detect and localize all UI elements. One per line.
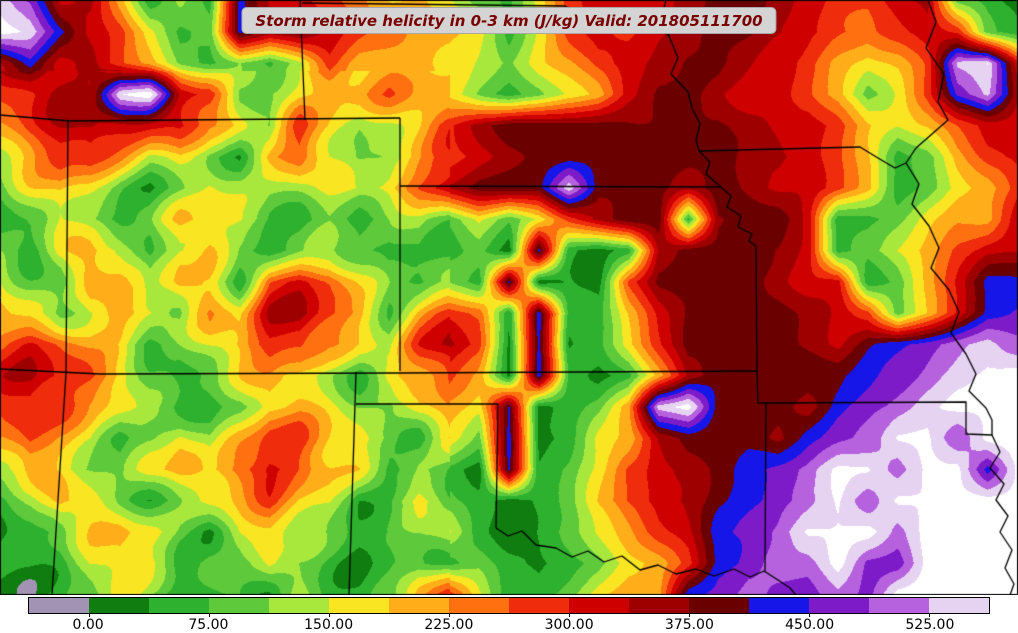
colorbar-tick-mark — [89, 613, 90, 617]
colorbar-labels: 0.00 75.00 150.00 225.00 300.00 375.00 4… — [28, 617, 990, 633]
colorbar-tick-mark — [449, 613, 450, 617]
colorbar-segment — [809, 598, 869, 613]
colorbar-tick-mark — [569, 613, 570, 617]
map-title-box: Storm relative helicity in 0-3 km (J/kg)… — [241, 7, 777, 34]
colorbar-tick-label: 150.00 — [304, 617, 354, 633]
colorbar-tick-label: 375.00 — [664, 617, 714, 633]
colorbar-segment — [449, 598, 509, 613]
helicity-field-canvas — [0, 0, 1018, 595]
colorbar-tick-label: 525.00 — [905, 617, 955, 633]
map-title: Storm relative helicity in 0-3 km (J/kg)… — [255, 12, 763, 30]
colorbar — [28, 597, 990, 617]
colorbar-tick-label: 75.00 — [188, 617, 229, 633]
colorbar-segment — [149, 598, 209, 613]
colorbar-gradient — [29, 598, 989, 613]
colorbar-tick-label: 300.00 — [544, 617, 594, 633]
colorbar-tick-mark — [689, 613, 690, 617]
colorbar-segment — [389, 598, 449, 613]
colorbar-ticks — [29, 598, 989, 617]
colorbar-tick-mark — [209, 613, 210, 617]
colorbar-segment — [329, 598, 389, 613]
colorbar-segment — [629, 598, 689, 613]
colorbar-tick-mark — [929, 613, 930, 617]
colorbar-segment — [509, 598, 569, 613]
colorbar-segment — [689, 598, 749, 613]
colorbar-segment — [869, 598, 929, 613]
colorbar-segment — [749, 598, 809, 613]
colorbar-segment — [29, 598, 89, 613]
colorbar-segment — [929, 598, 989, 613]
colorbar-segment — [569, 598, 629, 613]
colorbar-tick-label: 450.00 — [785, 617, 835, 633]
map-area: Storm relative helicity in 0-3 km (J/kg)… — [0, 0, 1018, 595]
colorbar-tick-label: 225.00 — [424, 617, 474, 633]
colorbar-tick-mark — [329, 613, 330, 617]
colorbar-tick-mark — [809, 613, 810, 617]
colorbar-segment — [89, 598, 149, 613]
colorbar-segment — [209, 598, 269, 613]
colorbar-segment — [269, 598, 329, 613]
colorbar-tick-label: 0.00 — [72, 617, 104, 633]
